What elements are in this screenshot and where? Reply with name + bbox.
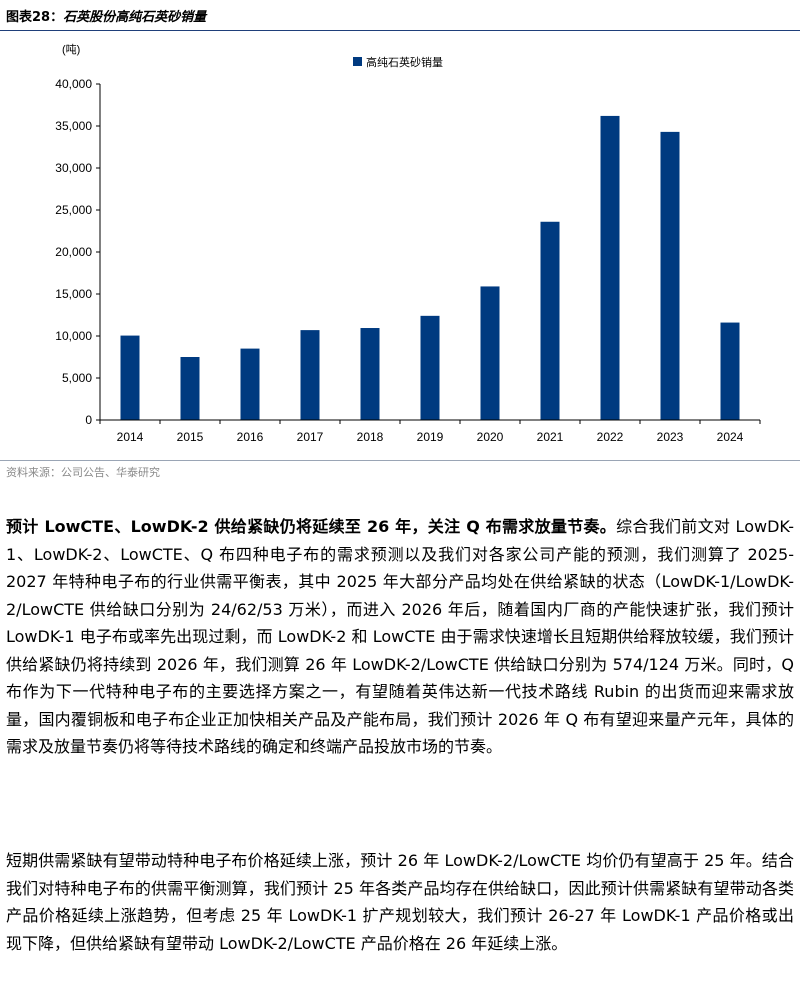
x-tick-label: 2023 <box>657 430 684 444</box>
figure-label: 图表28： <box>6 10 64 25</box>
x-tick-label: 2021 <box>537 430 564 444</box>
bar <box>720 322 740 420</box>
bar <box>240 348 260 420</box>
y-axis: 0 5,000 10,000 15,000 20,000 25,000 30,000 35,0… <box>55 77 101 427</box>
y-tick-label: 35,000 <box>55 119 92 133</box>
bar <box>420 315 440 420</box>
bar <box>600 115 620 421</box>
bars <box>120 115 740 421</box>
bar <box>180 357 200 420</box>
paragraph-1: 预计 LowCTE、LowDK-2 供给紧缺仍将延续至 26 年，关注 Q 布需… <box>6 513 794 761</box>
x-tick-label: 2018 <box>357 430 384 444</box>
figure-name: 石英股份高纯石英砂销量 <box>63 10 207 25</box>
y-tick-label: 5,000 <box>62 371 92 385</box>
paragraph-2: 短期供需紧缺有望带动特种电子布价格延续上涨，预计 26 年 LowDK-2/Lo… <box>6 851 794 953</box>
y-unit-label: (吨) <box>62 43 80 56</box>
sales-bar-chart: (吨) 高纯石英砂销量 0 5,000 10,000 15,000 20,000 25,0… <box>55 43 761 444</box>
y-tick-label: 10,000 <box>55 329 92 343</box>
bar <box>300 330 320 420</box>
y-tick-label: 30,000 <box>55 161 92 175</box>
bar <box>540 221 560 420</box>
x-tick-label: 2014 <box>117 430 144 444</box>
y-tick-label: 20,000 <box>55 245 92 259</box>
x-tick-label: 2016 <box>237 430 264 444</box>
bar <box>480 286 500 420</box>
bar <box>660 131 680 420</box>
legend-swatch <box>353 57 362 66</box>
y-tick-label: 15,000 <box>55 287 92 301</box>
source-divider <box>0 460 800 461</box>
paragraph-1-body: 综合我们前文对 LowDK-1、LowDK-2、LowCTE、Q 布四种电子布的… <box>6 517 794 756</box>
paragraph-1-lead: 预计 LowCTE、LowDK-2 供给紧缺仍将延续至 26 年，关注 Q 布需… <box>6 517 617 536</box>
x-tick-label: 2015 <box>177 430 204 444</box>
legend: 高纯石英砂销量 <box>353 55 443 69</box>
y-tick-label: 40,000 <box>55 77 92 91</box>
figure-title: 图表28：石英股份高纯石英砂销量 <box>6 6 206 25</box>
x-tick-label: 2022 <box>597 430 624 444</box>
bar <box>360 328 380 420</box>
x-tick-label: 2017 <box>297 430 324 444</box>
x-tick-label: 2024 <box>717 430 744 444</box>
bar <box>120 335 140 420</box>
x-tick-label: 2019 <box>417 430 444 444</box>
source-note: 资料来源：公司公告、华泰研究 <box>6 466 160 479</box>
y-tick-label: 0 <box>85 413 92 427</box>
figure-header: 图表28：石英股份高纯石英砂销量 <box>0 0 800 31</box>
y-tick-label: 25,000 <box>55 203 92 217</box>
legend-label: 高纯石英砂销量 <box>366 55 443 69</box>
x-axis: 2014 2015 2016 2017 2018 2019 2020 2021 2022 2023… <box>99 419 761 444</box>
x-tick-label: 2020 <box>477 430 504 444</box>
